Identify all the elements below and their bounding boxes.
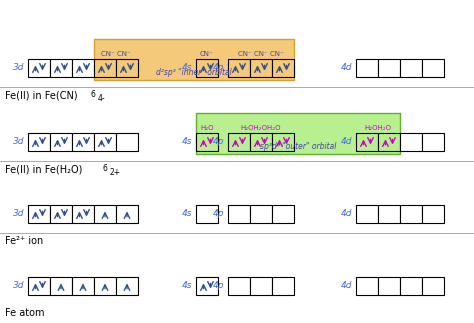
Bar [378,205,400,223]
Bar [228,133,250,151]
Bar [116,277,138,295]
Text: 4s: 4s [182,210,192,218]
Text: CN⁻ CN⁻: CN⁻ CN⁻ [101,51,131,57]
Bar [400,205,422,223]
Bar [116,133,138,151]
Text: Fe²⁺ ion: Fe²⁺ ion [5,236,43,246]
Bar [272,59,294,77]
Bar [50,59,72,77]
Bar [422,133,444,151]
Bar [228,205,250,223]
Bar [250,133,272,151]
Text: 4p: 4p [212,282,224,290]
Bar [28,133,50,151]
Text: sp³d² "outer" orbital: sp³d² "outer" orbital [260,142,336,151]
Bar [94,39,294,80]
Text: 4p: 4p [212,210,224,218]
Text: 4d: 4d [340,64,352,72]
Text: 4s: 4s [182,138,192,147]
Bar [422,59,444,77]
Bar [94,59,116,77]
Bar [400,277,422,295]
Text: d²sp³ "inner" orbital: d²sp³ "inner" orbital [156,68,232,77]
Bar [196,277,218,295]
Bar [378,133,400,151]
Bar [250,205,272,223]
Bar [272,277,294,295]
Bar [378,59,400,77]
Text: 3d: 3d [12,282,24,290]
Text: 4s: 4s [182,64,192,72]
Text: 2+: 2+ [110,168,121,177]
Text: 4d: 4d [340,138,352,147]
Text: 3d: 3d [12,138,24,147]
Text: Fe(II) in Fe(CN): Fe(II) in Fe(CN) [5,90,78,100]
Bar [196,133,218,151]
Text: 4p: 4p [212,64,224,72]
Bar [94,277,116,295]
Text: Fe atom: Fe atom [5,308,45,318]
Text: 4d: 4d [340,282,352,290]
Bar [196,59,218,77]
Bar [228,59,250,77]
Bar [94,205,116,223]
Text: H₂O: H₂O [200,125,214,131]
Text: H₂OH₂OH₂O: H₂OH₂OH₂O [241,125,281,131]
Bar [196,113,400,154]
Bar [356,277,378,295]
Bar [378,277,400,295]
Bar [272,133,294,151]
Bar [50,133,72,151]
Bar [228,277,250,295]
Text: 4p: 4p [212,138,224,147]
Bar [28,277,50,295]
Bar [400,59,422,77]
Bar [250,277,272,295]
Text: 4s: 4s [182,282,192,290]
Text: 4-: 4- [98,94,106,103]
Bar [50,205,72,223]
Bar [422,205,444,223]
Bar [356,205,378,223]
Bar [356,59,378,77]
Bar [94,133,116,151]
Bar [72,205,94,223]
Bar [116,59,138,77]
Bar [72,277,94,295]
Text: H₂OH₂O: H₂OH₂O [365,125,392,131]
Bar [400,133,422,151]
Bar [72,133,94,151]
Text: 6: 6 [91,90,96,99]
Text: CN⁻ CN⁻ CN⁻: CN⁻ CN⁻ CN⁻ [238,51,284,57]
Text: 3d: 3d [12,210,24,218]
Bar [28,59,50,77]
Bar [272,205,294,223]
Bar [28,205,50,223]
Bar [196,205,218,223]
Text: 4d: 4d [340,210,352,218]
Text: CN⁻: CN⁻ [200,51,214,57]
Bar [422,277,444,295]
Text: 3d: 3d [12,64,24,72]
Text: Fe(II) in Fe(H₂O): Fe(II) in Fe(H₂O) [5,164,82,174]
Bar [116,205,138,223]
Bar [250,59,272,77]
Bar [356,133,378,151]
Bar [72,59,94,77]
Bar [50,277,72,295]
Text: 6: 6 [103,164,108,173]
